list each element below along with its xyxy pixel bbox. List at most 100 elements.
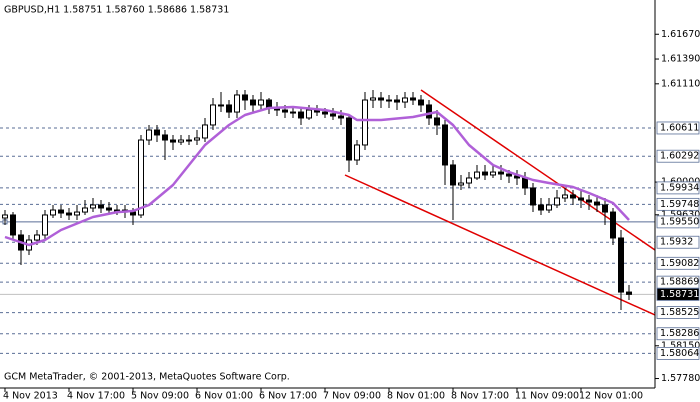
candle-body <box>562 194 568 199</box>
plot-area <box>0 89 655 354</box>
level-label-box <box>656 121 700 135</box>
level-label: 1.58286 <box>660 328 699 339</box>
level-label-box <box>656 235 700 249</box>
candle-body <box>90 204 96 209</box>
chart-title: GBPUSD,H1 1.58751 1.58760 1.58686 1.5873… <box>4 5 229 16</box>
candle-body <box>546 204 552 211</box>
candle-body <box>242 94 248 101</box>
candle-body <box>338 115 344 119</box>
candle-body <box>186 139 192 142</box>
x-tick-label: 6 Nov 17:00 <box>259 391 317 402</box>
candle-body <box>554 197 560 206</box>
candle-body <box>234 94 240 113</box>
level-label-box <box>656 346 700 360</box>
x-tick-label: 12 Nov 01:00 <box>579 391 643 402</box>
level-label: 1.59550 <box>660 216 699 227</box>
level-label: 1.60611 <box>660 122 699 133</box>
level-label: 1.59082 <box>660 258 699 269</box>
level-label-box <box>656 215 700 229</box>
level-label: 1.58869 <box>660 277 699 288</box>
candle-body <box>98 204 104 209</box>
candle-body <box>2 214 8 219</box>
level-label-box <box>656 306 700 319</box>
candle-body <box>482 171 488 176</box>
x-tick-label: 5 Nov 09:00 <box>131 391 189 402</box>
level-label-box <box>656 327 700 341</box>
y-tick-label: 1.61670 <box>661 29 700 40</box>
last-price-label: 1.58731 <box>660 289 699 300</box>
candle-body <box>498 171 504 175</box>
candle-body <box>258 99 264 106</box>
last-price-label-box <box>656 287 700 301</box>
candle-body <box>194 137 200 141</box>
candle-body <box>626 291 632 295</box>
candle-body <box>210 104 216 126</box>
candle-body <box>42 214 48 236</box>
candle-body <box>82 207 88 213</box>
level-label: 1.58064 <box>660 348 699 359</box>
candle-body <box>450 164 456 186</box>
candle-body <box>458 182 464 186</box>
y-tick-label: 1.59630 <box>661 209 700 220</box>
candle-body <box>10 214 16 236</box>
candle-body <box>386 99 392 102</box>
candle-body <box>130 211 136 216</box>
candle-body <box>178 139 184 143</box>
level-label: 1.58525 <box>660 307 699 318</box>
level-label-box <box>656 149 700 163</box>
candle-body <box>426 104 432 119</box>
candle-body <box>170 139 176 143</box>
candle-body <box>250 99 256 106</box>
level-label: 1.60292 <box>660 151 699 162</box>
candle-body <box>578 197 584 201</box>
candle-body <box>330 113 336 117</box>
candle-body <box>586 199 592 203</box>
candle-body <box>66 212 72 216</box>
candle-body <box>362 99 368 146</box>
candle-body <box>322 111 328 115</box>
candle-body <box>594 201 600 206</box>
candle-body <box>538 204 544 211</box>
x-tick-label: 8 Nov 17:00 <box>451 391 509 402</box>
candle-body <box>154 129 160 136</box>
candle-body <box>50 209 56 216</box>
candle-body <box>570 194 576 199</box>
candle-body <box>346 117 352 161</box>
candle-body <box>490 171 496 176</box>
candle-body <box>306 109 312 119</box>
y-tick-label: 1.58150 <box>661 340 700 351</box>
x-tick-label: 4 Nov 2013 <box>3 391 58 402</box>
candle-body <box>610 211 616 239</box>
candle-body <box>34 234 40 241</box>
y-tick-label: 1.57780 <box>661 373 700 384</box>
candle-body <box>522 177 528 189</box>
candle-body <box>202 124 208 139</box>
candle-body <box>282 109 288 113</box>
y-tick-label: 1.61390 <box>661 54 700 65</box>
candle-body <box>410 97 416 101</box>
footer: GCM MetaTrader, © 2001-2013, MetaQuotes … <box>4 372 290 383</box>
candle-body <box>354 144 360 161</box>
x-tick-label: 8 Nov 01:00 <box>387 391 445 402</box>
level-label: 1.59934 <box>660 182 699 193</box>
trend-line <box>344 174 655 316</box>
candle-body <box>218 104 224 107</box>
candle-body <box>370 97 376 101</box>
x-tick-label: 6 Nov 01:00 <box>195 391 253 402</box>
candle-body <box>106 207 112 211</box>
candle-body <box>434 117 440 126</box>
candle-body <box>394 99 400 103</box>
y-tick-label: 1.61110 <box>661 78 700 89</box>
candle-body <box>474 171 480 179</box>
candle-body <box>138 139 144 216</box>
level-label: 1.59748 <box>660 199 699 210</box>
candle-body <box>58 209 64 214</box>
candle-body <box>74 211 80 216</box>
candle-body <box>402 97 408 103</box>
x-tick-label: 7 Nov 09:00 <box>323 391 381 402</box>
level-label-box <box>656 181 700 195</box>
candle-body <box>602 204 608 213</box>
candle-body <box>378 97 384 101</box>
